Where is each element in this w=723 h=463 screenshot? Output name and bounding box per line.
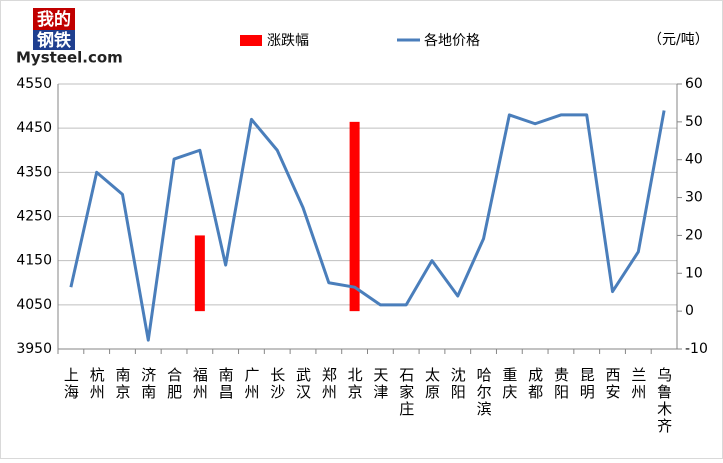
legend-label: 各地价格 xyxy=(424,33,480,49)
y2-tick-label: -10 xyxy=(685,341,708,357)
x-tick-label: 杭州 xyxy=(88,367,106,401)
logo-text: 我的 xyxy=(37,9,71,30)
x-tick-label: 上海 xyxy=(62,367,80,401)
y-tick-label: 4550 xyxy=(16,76,52,92)
x-tick-label: 郑州 xyxy=(320,367,338,401)
x-tick-label: 贵阳 xyxy=(552,367,570,401)
bar xyxy=(194,235,205,312)
x-tick-label: 西安 xyxy=(604,367,622,401)
y2-tick-label: 30 xyxy=(685,190,703,206)
y2-tick-label: 40 xyxy=(685,152,703,168)
x-tick-label: 北京 xyxy=(346,367,364,401)
logo-text: Mysteel.com xyxy=(16,49,123,67)
y2-tick-label: 0 xyxy=(685,303,694,319)
x-tick-label: 长沙 xyxy=(268,367,286,401)
y-tick-label: 4250 xyxy=(16,209,52,225)
x-tick-label: 南昌 xyxy=(217,367,235,401)
x-tick-label: 武汉 xyxy=(294,367,312,401)
x-tick-label: 济南 xyxy=(139,367,157,401)
x-tick-label: 合肥 xyxy=(165,367,183,401)
x-tick-label: 福州 xyxy=(191,367,209,401)
logo-box xyxy=(33,30,75,50)
y-tick-label: 3950 xyxy=(16,341,52,357)
x-tick-label: 天津 xyxy=(371,367,389,401)
x-tick-label: 南京 xyxy=(113,367,131,401)
x-tick-label: 石家庄 xyxy=(397,367,415,418)
y-tick-label: 4050 xyxy=(16,297,52,313)
logo-text: 钢铁 xyxy=(37,30,71,51)
x-tick-label: 广州 xyxy=(242,367,260,401)
x-tick-label: 哈尔滨 xyxy=(475,367,493,418)
x-tick-label: 太原 xyxy=(423,367,441,401)
y-tick-label: 4150 xyxy=(16,253,52,269)
x-tick-label: 成都 xyxy=(526,367,544,401)
x-tick-label: 重庆 xyxy=(500,367,518,401)
bar xyxy=(349,121,360,312)
y2-tick-label: 10 xyxy=(685,265,703,281)
line xyxy=(69,110,666,342)
y2-tick-label: 20 xyxy=(685,227,703,243)
legend-swatch xyxy=(240,35,262,46)
y-tick-label: 4350 xyxy=(16,164,52,180)
unit-label: （元/吨） xyxy=(648,32,709,48)
x-tick-label: 乌鲁木齐 xyxy=(655,367,673,435)
x-tick-label: 兰州 xyxy=(629,367,647,401)
y-tick-label: 4450 xyxy=(16,120,52,136)
legend-label: 涨跌幅 xyxy=(267,33,309,49)
y2-tick-label: 60 xyxy=(685,76,703,92)
x-tick-label: 昆明 xyxy=(578,367,596,401)
x-tick-label: 沈阳 xyxy=(449,367,467,401)
logo-box xyxy=(33,8,75,30)
y2-tick-label: 50 xyxy=(685,114,703,130)
